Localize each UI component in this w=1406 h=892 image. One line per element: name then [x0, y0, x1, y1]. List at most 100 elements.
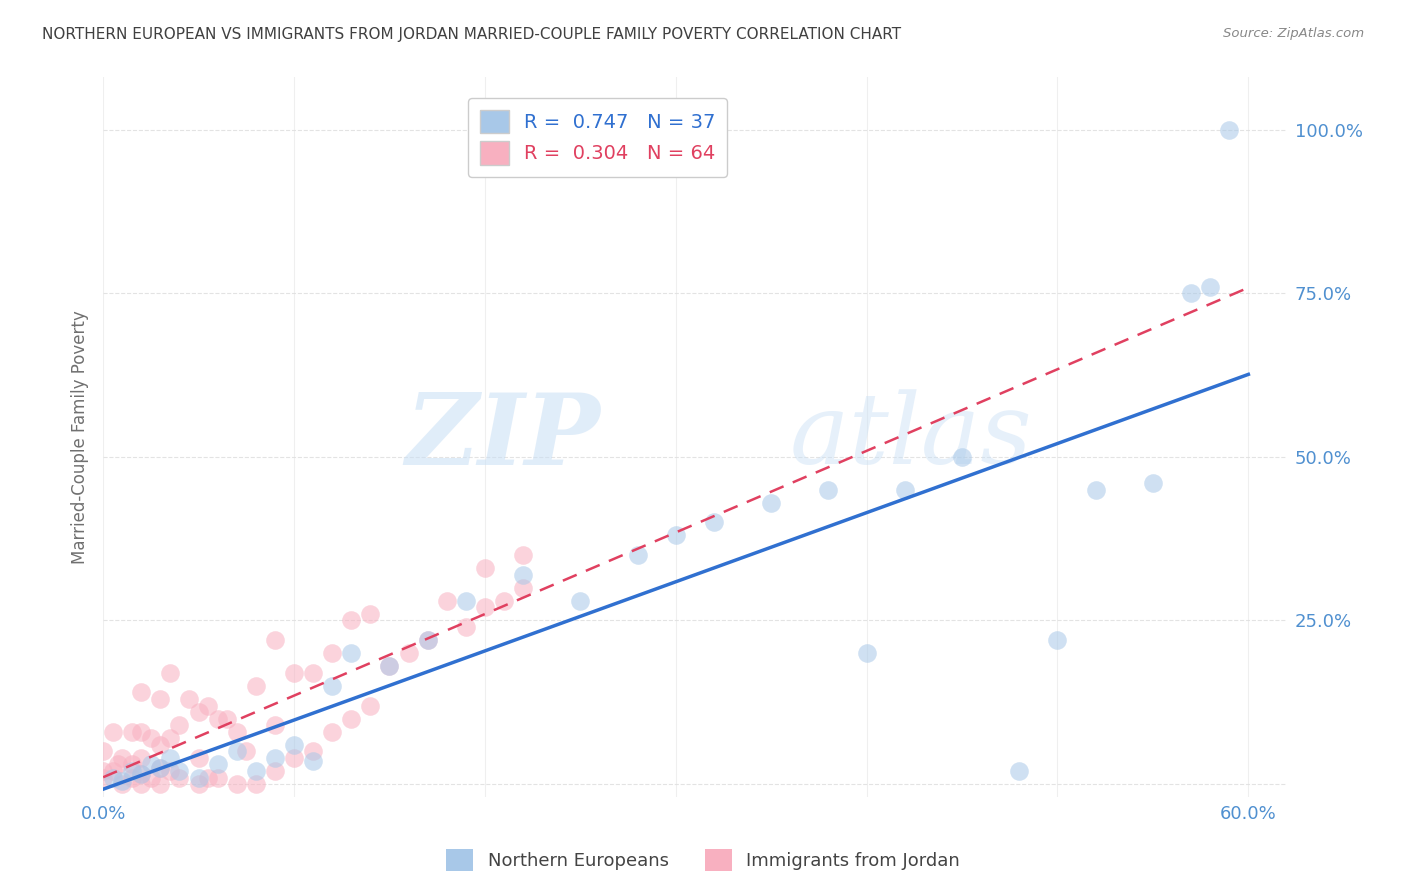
Point	[111, 751, 134, 765]
Point	[245, 764, 267, 778]
Point	[197, 698, 219, 713]
Point	[569, 594, 592, 608]
Point	[321, 646, 343, 660]
Point	[91, 764, 114, 778]
Point	[416, 633, 439, 648]
Point	[894, 483, 917, 497]
Point	[264, 751, 287, 765]
Point	[302, 665, 325, 680]
Point	[91, 744, 114, 758]
Point	[91, 771, 114, 785]
Point	[359, 698, 381, 713]
Point	[101, 771, 124, 785]
Point	[187, 705, 209, 719]
Point	[436, 594, 458, 608]
Text: Source: ZipAtlas.com: Source: ZipAtlas.com	[1223, 27, 1364, 40]
Point	[111, 777, 134, 791]
Point	[340, 614, 363, 628]
Point	[131, 685, 153, 699]
Point	[474, 600, 496, 615]
Point	[225, 724, 247, 739]
Point	[302, 744, 325, 758]
Point	[159, 731, 181, 746]
Point	[101, 724, 124, 739]
Point	[283, 738, 305, 752]
Legend: Northern Europeans, Immigrants from Jordan: Northern Europeans, Immigrants from Jord…	[439, 842, 967, 879]
Point	[378, 659, 401, 673]
Point	[149, 777, 172, 791]
Point	[139, 771, 162, 785]
Point	[159, 764, 181, 778]
Point	[177, 692, 200, 706]
Text: ZIP: ZIP	[405, 389, 600, 485]
Point	[302, 754, 325, 768]
Point	[817, 483, 839, 497]
Point	[169, 764, 191, 778]
Text: atlas: atlas	[790, 390, 1032, 485]
Point	[131, 767, 153, 781]
Point	[340, 712, 363, 726]
Point	[139, 757, 162, 772]
Point	[207, 771, 229, 785]
Point	[187, 751, 209, 765]
Point	[950, 450, 973, 464]
Point	[1218, 122, 1240, 136]
Point	[159, 751, 181, 765]
Point	[131, 777, 153, 791]
Point	[149, 692, 172, 706]
Point	[1008, 764, 1031, 778]
Point	[512, 581, 534, 595]
Point	[149, 761, 172, 775]
Point	[626, 548, 648, 562]
Point	[235, 744, 257, 758]
Point	[1084, 483, 1107, 497]
Point	[131, 751, 153, 765]
Point	[131, 724, 153, 739]
Point	[149, 738, 172, 752]
Point	[217, 712, 239, 726]
Point	[512, 567, 534, 582]
Point	[225, 777, 247, 791]
Point	[207, 712, 229, 726]
Point	[1199, 280, 1222, 294]
Point	[378, 659, 401, 673]
Point	[245, 679, 267, 693]
Point	[359, 607, 381, 621]
Point	[207, 757, 229, 772]
Point	[1180, 286, 1202, 301]
Point	[121, 724, 143, 739]
Point	[101, 764, 124, 778]
Legend: R =  0.747   N = 37, R =  0.304   N = 64: R = 0.747 N = 37, R = 0.304 N = 64	[468, 98, 727, 177]
Point	[283, 665, 305, 680]
Point	[169, 771, 191, 785]
Point	[759, 496, 782, 510]
Point	[416, 633, 439, 648]
Point	[225, 744, 247, 758]
Point	[245, 777, 267, 791]
Point	[111, 773, 134, 788]
Point	[283, 751, 305, 765]
Point	[197, 771, 219, 785]
Point	[131, 767, 153, 781]
Point	[340, 646, 363, 660]
Point	[512, 548, 534, 562]
Point	[398, 646, 420, 660]
Point	[321, 724, 343, 739]
Point	[1046, 633, 1069, 648]
Point	[121, 771, 143, 785]
Point	[703, 516, 725, 530]
Point	[855, 646, 877, 660]
Point	[454, 594, 477, 608]
Point	[474, 561, 496, 575]
Point	[107, 757, 129, 772]
Point	[665, 528, 688, 542]
Point	[139, 731, 162, 746]
Point	[264, 764, 287, 778]
Point	[264, 718, 287, 732]
Point	[187, 777, 209, 791]
Point	[454, 620, 477, 634]
Point	[492, 594, 515, 608]
Text: NORTHERN EUROPEAN VS IMMIGRANTS FROM JORDAN MARRIED-COUPLE FAMILY POVERTY CORREL: NORTHERN EUROPEAN VS IMMIGRANTS FROM JOR…	[42, 27, 901, 42]
Point	[187, 771, 209, 785]
Point	[159, 665, 181, 680]
